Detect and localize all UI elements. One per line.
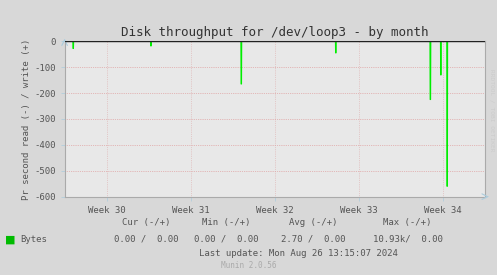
Y-axis label: Pr second read (-) / write (+): Pr second read (-) / write (+) — [22, 38, 31, 200]
Text: 0.00 /  0.00: 0.00 / 0.00 — [114, 234, 179, 243]
Text: Bytes: Bytes — [20, 235, 47, 244]
Text: 0.00 /  0.00: 0.00 / 0.00 — [194, 234, 258, 243]
Text: Min (-/+): Min (-/+) — [202, 218, 250, 227]
Text: Cur (-/+): Cur (-/+) — [122, 218, 171, 227]
Title: Disk throughput for /dev/loop3 - by month: Disk throughput for /dev/loop3 - by mont… — [121, 26, 428, 39]
Text: Max (-/+): Max (-/+) — [383, 218, 432, 227]
Text: 10.93k/  0.00: 10.93k/ 0.00 — [373, 234, 442, 243]
Text: ■: ■ — [5, 234, 15, 244]
Text: Last update: Mon Aug 26 13:15:07 2024: Last update: Mon Aug 26 13:15:07 2024 — [199, 249, 398, 258]
Text: RRDTOOL / TOBI OETIKER: RRDTOOL / TOBI OETIKER — [490, 69, 495, 151]
Text: Avg (-/+): Avg (-/+) — [289, 218, 337, 227]
Text: Munin 2.0.56: Munin 2.0.56 — [221, 261, 276, 270]
Text: 2.70 /  0.00: 2.70 / 0.00 — [281, 234, 345, 243]
